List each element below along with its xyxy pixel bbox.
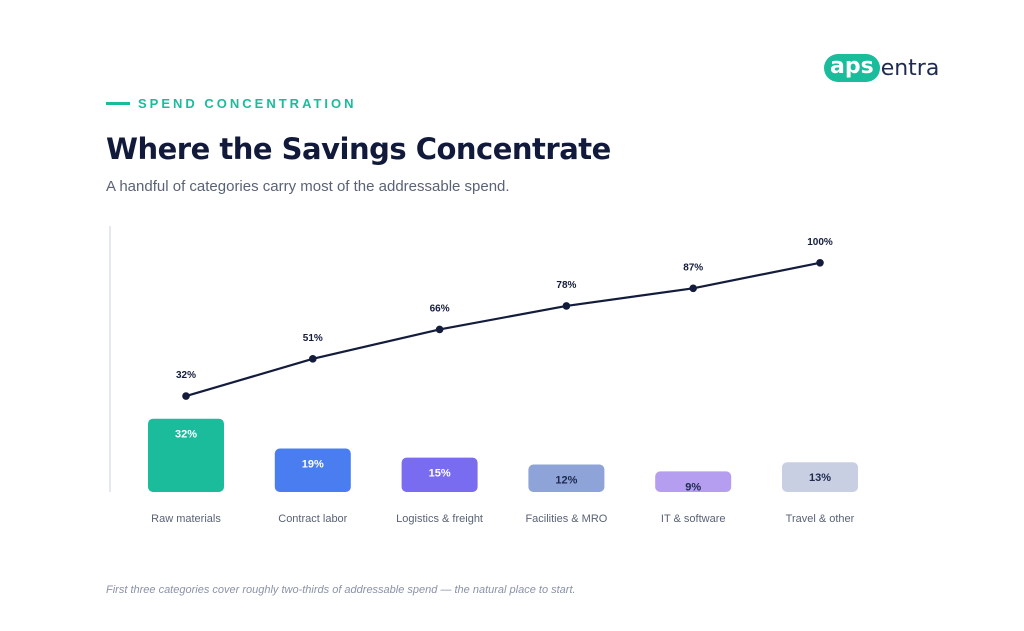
chart-footnote: First three categories cover roughly two…: [106, 584, 576, 596]
category-label: Contract labor: [278, 513, 347, 525]
cumulative-point: [562, 302, 571, 310]
bar-1: [274, 448, 351, 492]
category-label: Facilities & MRO: [525, 513, 607, 525]
bar-5: [782, 462, 858, 492]
category-label: Travel & other: [786, 513, 855, 525]
cumulative-value-label: 32%: [176, 370, 196, 381]
bar-4: [655, 471, 732, 492]
cumulative-value-label: 66%: [430, 303, 450, 314]
bar-2: [401, 457, 478, 492]
eyebrow-accent-line: [106, 102, 130, 105]
bar-value-label: 19%: [302, 458, 324, 470]
bar-value-label: 15%: [429, 468, 451, 480]
logo-mark: aps: [824, 54, 880, 82]
bar-value-label: 9%: [685, 481, 701, 493]
bar-value-label: 12%: [555, 475, 577, 487]
bar-value-label: 32%: [175, 429, 197, 441]
section-eyebrow: SPEND CONCENTRATION: [106, 96, 357, 111]
logo-wordmark: entra: [880, 55, 940, 81]
category-label: Logistics & freight: [396, 513, 483, 525]
category-label: Raw materials: [151, 513, 221, 525]
brand-logo: aps entra: [824, 54, 939, 82]
bar-0: [148, 418, 224, 492]
cumulative-point: [816, 259, 824, 267]
cumulative-line: [185, 261, 821, 398]
cumulative-value-label: 100%: [807, 237, 833, 248]
cumulative-point: [182, 392, 190, 400]
cumulative-value-label: 87%: [683, 262, 703, 273]
page-subtitle: A handful of categories carry most of th…: [106, 178, 510, 195]
category-label: IT & software: [661, 513, 726, 525]
cumulative-point: [309, 355, 317, 363]
cumulative-point: [435, 325, 444, 334]
page-title: Where the Savings Concentrate: [106, 132, 611, 166]
bar-3: [528, 464, 605, 492]
bar-value-label: 13%: [809, 472, 831, 484]
cumulative-value-label: 78%: [556, 280, 576, 291]
cumulative-point: [689, 284, 697, 293]
eyebrow-label: SPEND CONCENTRATION: [138, 96, 357, 111]
cumulative-value-label: 51%: [303, 333, 323, 344]
